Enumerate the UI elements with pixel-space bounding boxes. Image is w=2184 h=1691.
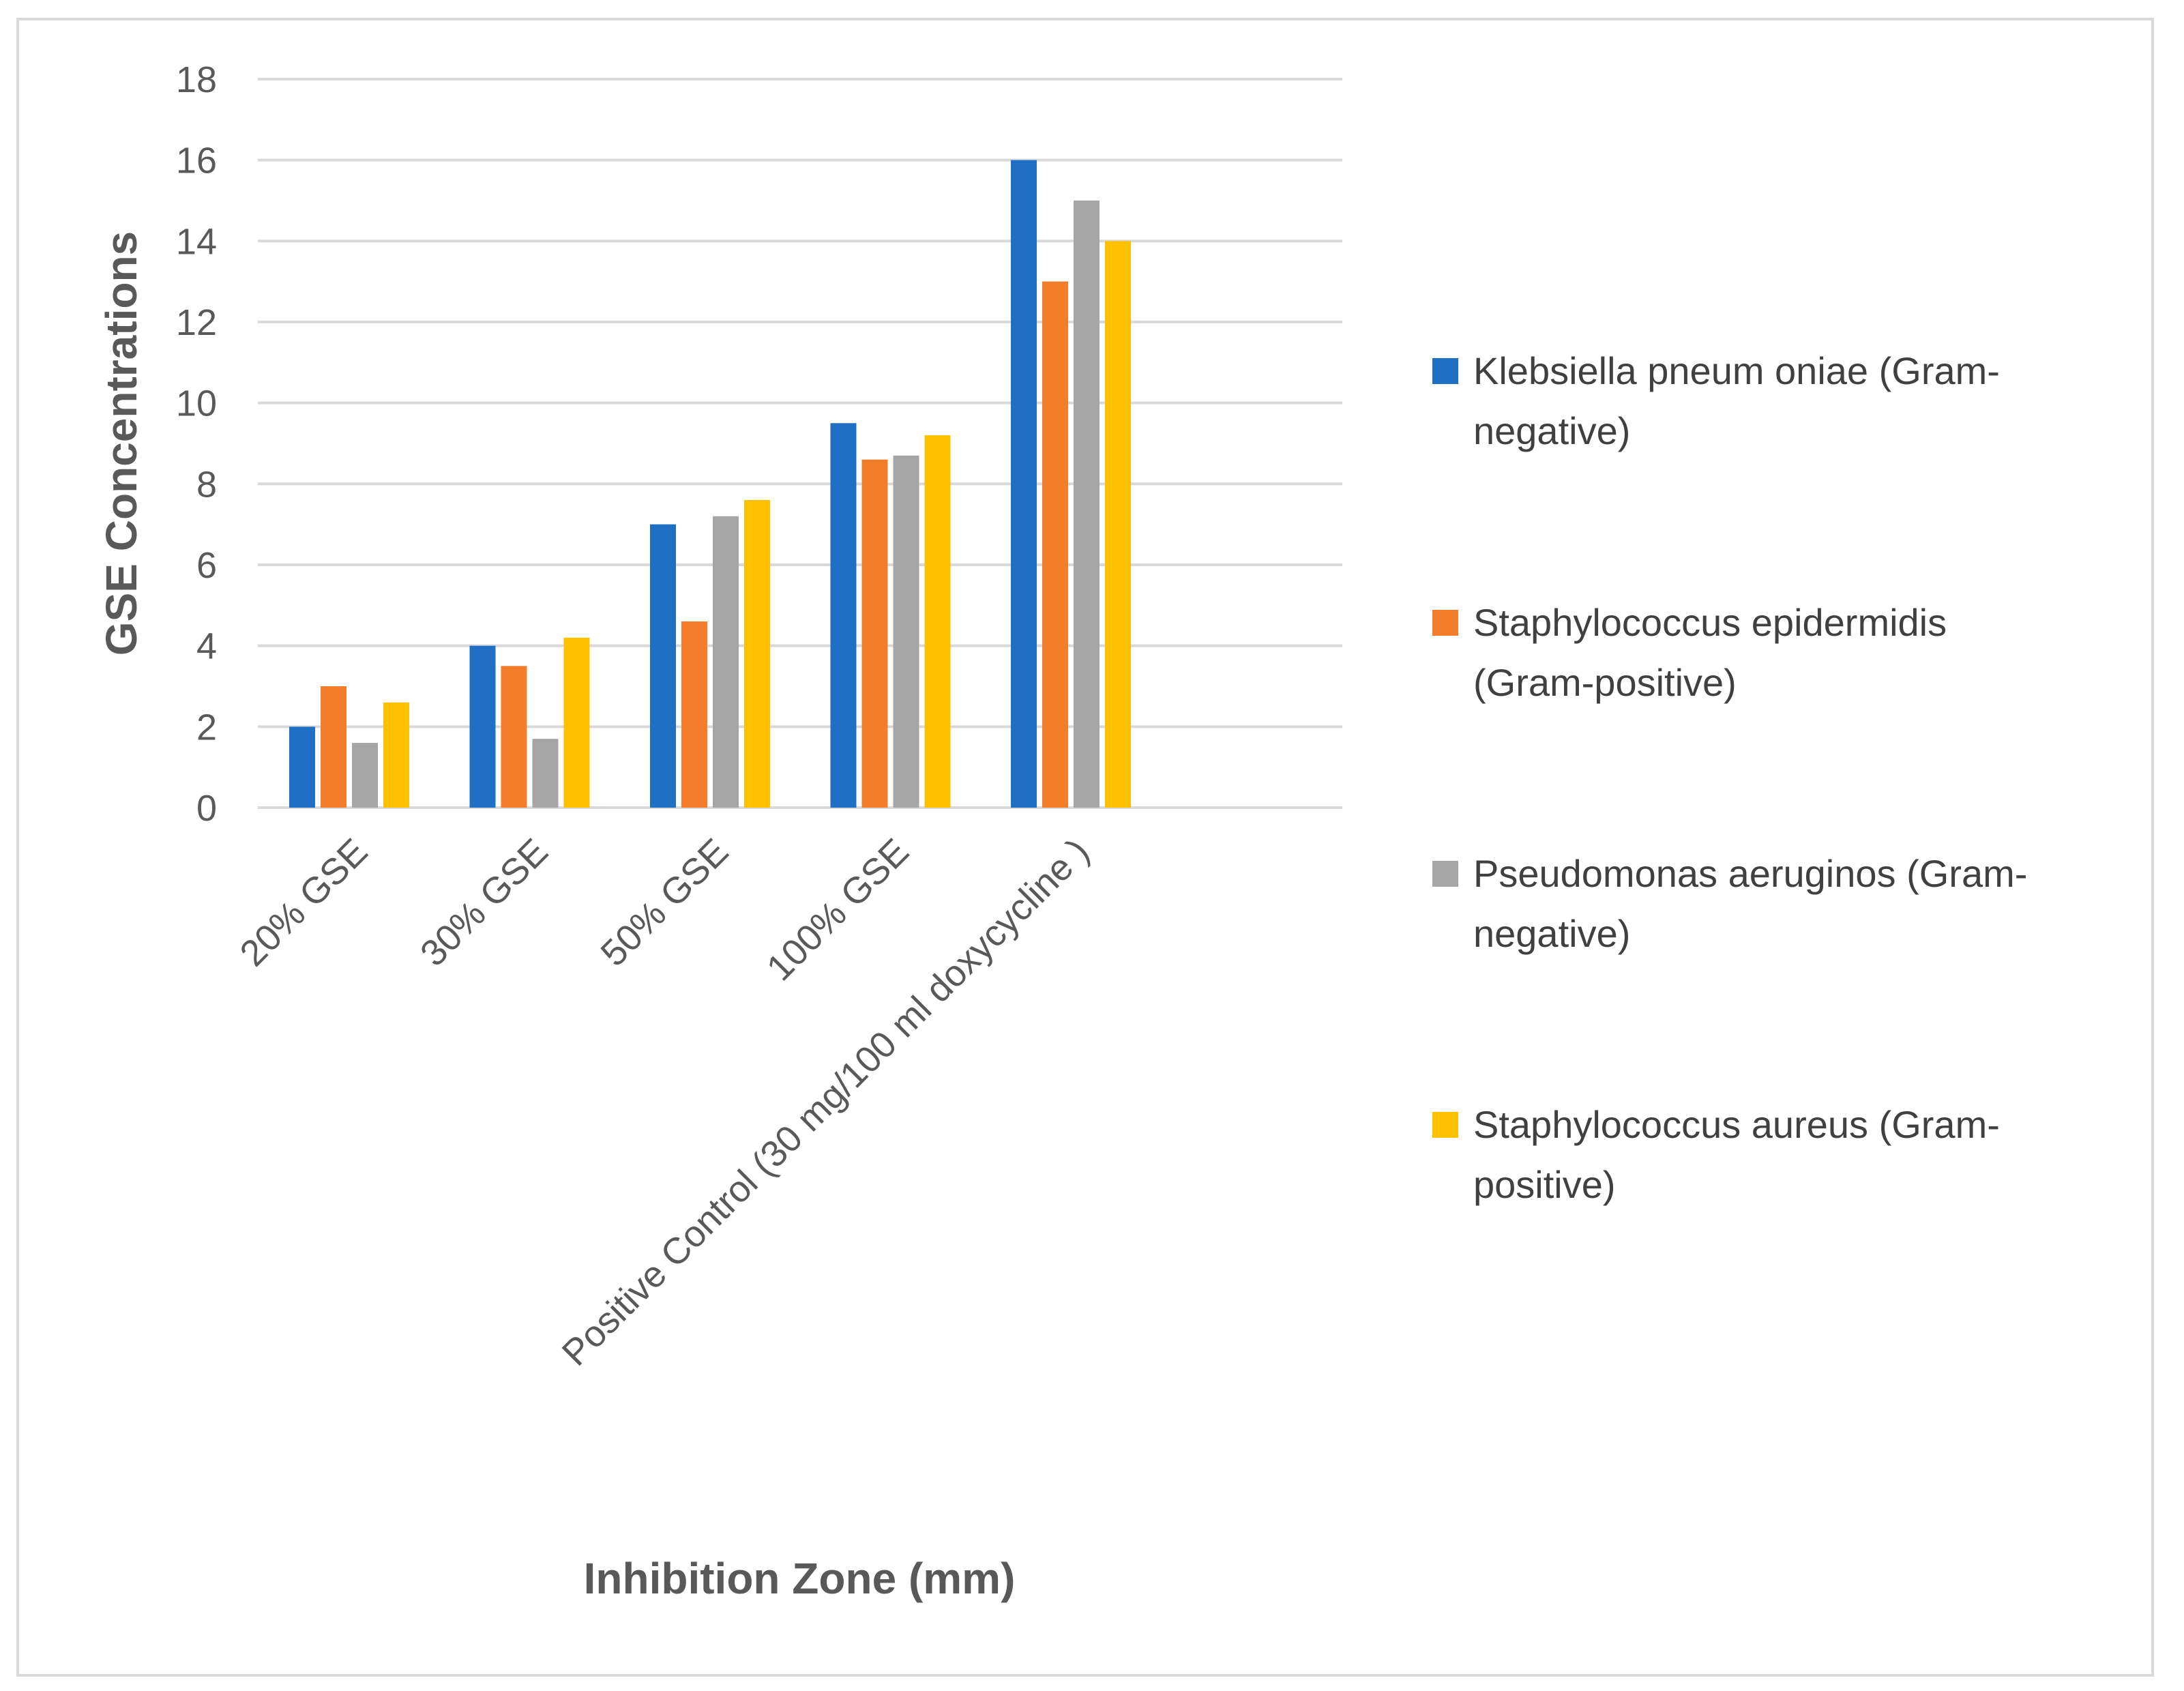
y-tick-label: 8 [196, 464, 217, 505]
bar [321, 686, 346, 808]
bar [861, 459, 888, 808]
bar [893, 455, 919, 808]
y-tick-label: 4 [196, 626, 217, 667]
legend: Klebsiella pneum oniae (Gram-negative) St… [1432, 349, 2027, 1206]
legend-swatch [1432, 861, 1458, 887]
legend-item: Staphylococcus aureus (Gram-positive) [1432, 1103, 2000, 1206]
bar [830, 423, 857, 808]
x-category-label: 50% GSE [593, 831, 736, 974]
legend-item: Klebsiella pneum oniae (Gram-negative) [1432, 349, 2000, 452]
x-category-label: 30% GSE [413, 831, 556, 974]
bar [469, 645, 496, 808]
legend-label: (Gram-positive) [1473, 661, 1737, 704]
y-tick-labels: 0 2 4 6 8 10 12 14 16 18 [176, 59, 217, 829]
x-category-label: 100% GSE [759, 831, 917, 988]
legend-label: Staphylococcus epidermidis [1473, 601, 1947, 644]
legend-item: Pseudomonas aeruginos (Gram-negative) [1432, 852, 2027, 955]
legend-label: negative) [1473, 912, 1630, 955]
x-category-label: 20% GSE [232, 831, 375, 974]
legend-label: Staphylococcus aureus (Gram- [1473, 1103, 2000, 1146]
bar [501, 666, 527, 808]
legend-swatch [1432, 358, 1458, 384]
legend-swatch [1432, 1112, 1458, 1138]
y-tick-label: 2 [196, 707, 217, 748]
legend-swatch [1432, 610, 1458, 636]
y-tick-label: 12 [176, 302, 217, 343]
bar [532, 739, 559, 808]
y-tick-label: 6 [196, 545, 217, 586]
bar [563, 637, 590, 808]
bar [650, 524, 676, 808]
bar [681, 621, 707, 808]
bar [1011, 160, 1037, 808]
bar [352, 743, 378, 808]
bar [1042, 281, 1068, 808]
y-tick-label: 14 [176, 221, 217, 262]
bars [289, 160, 1131, 808]
bar [924, 435, 951, 808]
x-axis-title: Inhibition Zone (mm) [584, 1554, 1016, 1603]
y-tick-label: 18 [176, 59, 217, 100]
legend-label: positive) [1473, 1163, 1616, 1206]
gridlines [258, 78, 1342, 809]
bar [1105, 241, 1131, 808]
legend-item: Staphylococcus epidermidis (Gram-positive… [1432, 601, 1947, 704]
legend-label: Klebsiella pneum oniae (Gram- [1473, 349, 2000, 392]
y-axis-title: GSE Concentrations [97, 231, 146, 656]
legend-label: negative) [1473, 409, 1630, 452]
bar [289, 726, 315, 808]
bar [1074, 201, 1100, 808]
bar [383, 702, 409, 808]
y-tick-label: 0 [196, 788, 217, 829]
legend-label: Pseudomonas aeruginos (Gram- [1473, 852, 2027, 895]
bar [744, 500, 770, 808]
bar [713, 516, 739, 808]
y-tick-label: 16 [176, 141, 217, 181]
y-tick-label: 10 [176, 383, 217, 424]
